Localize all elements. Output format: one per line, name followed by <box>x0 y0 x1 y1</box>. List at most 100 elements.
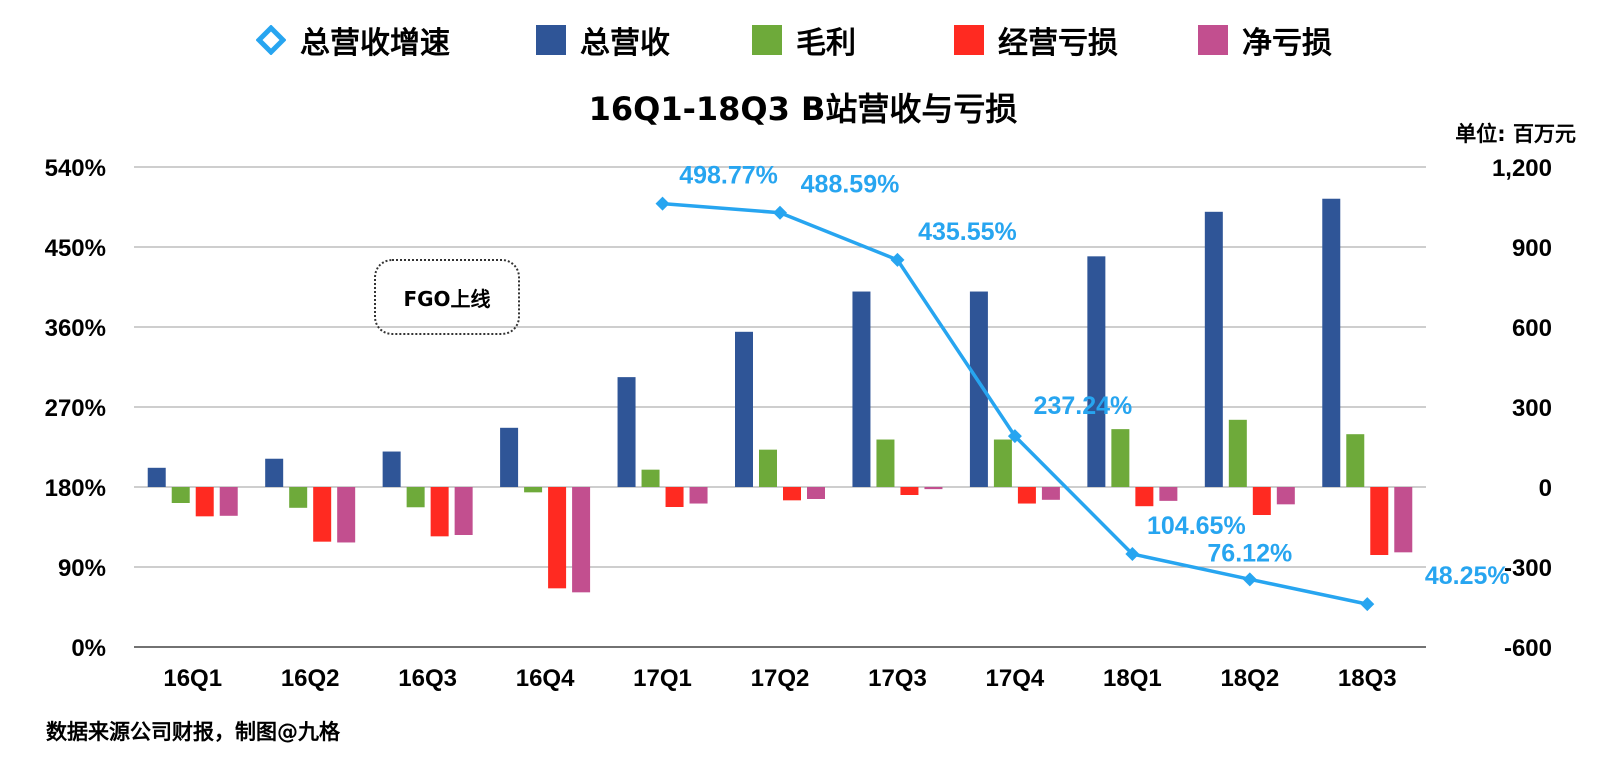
legend-swatch-net-loss <box>1198 25 1228 55</box>
bar-operating-loss <box>548 487 567 589</box>
y-left-tick-label: 540% <box>45 155 106 182</box>
legend-item-gross-profit: 毛利 <box>752 18 856 62</box>
bar-revenue <box>382 451 401 487</box>
growth-point <box>1242 572 1257 587</box>
legend-swatch-gross-profit <box>752 25 782 55</box>
growth-data-label: 237.24% <box>1034 392 1133 420</box>
legend-label-revenue: 总营收 <box>580 26 670 61</box>
bar-gross-profit <box>1111 429 1130 487</box>
bar-operating-loss <box>195 487 214 517</box>
legend-swatch-operating-loss <box>954 25 984 55</box>
bar-revenue <box>147 467 166 487</box>
y-right-tick-label: 900 <box>1512 235 1552 262</box>
bar-revenue <box>735 331 753 487</box>
x-tick-label: 17Q3 <box>868 665 927 692</box>
bar-gross-profit <box>876 439 895 487</box>
bar-operating-loss <box>1370 487 1389 555</box>
x-tick-label: 17Q1 <box>633 665 692 692</box>
bar-operating-loss <box>1135 487 1154 507</box>
fgo-annotation: FGO上线 <box>374 259 520 335</box>
bar-net-loss <box>1394 487 1413 553</box>
legend-item-growth: 总营收增速 <box>256 18 450 62</box>
growth-point <box>890 252 905 267</box>
bar-revenue <box>500 427 519 487</box>
bar-operating-loss <box>430 487 449 537</box>
bar-revenue <box>969 291 988 487</box>
bar-revenue <box>852 291 871 487</box>
y-right-tick-label: 0 <box>1539 475 1552 502</box>
bar-operating-loss <box>783 487 801 501</box>
x-tick-label: 18Q1 <box>1103 665 1162 692</box>
y-right-tick-label: -600 <box>1504 635 1552 662</box>
x-tick-label: 16Q4 <box>516 665 575 692</box>
growth-data-label: 104.65% <box>1147 512 1246 540</box>
bar-operating-loss <box>1017 487 1036 504</box>
bar-gross-profit <box>406 487 425 508</box>
y-right-tick-label: 600 <box>1512 315 1552 342</box>
unit-label: 单位: 百万元 <box>1455 122 1576 146</box>
x-tick-label: 18Q2 <box>1220 665 1279 692</box>
source-note: 数据来源公司财报，制图@九格 <box>46 720 340 744</box>
x-tick-label: 16Q2 <box>281 665 340 692</box>
legend-label-operating-loss: 经营亏损 <box>998 26 1118 61</box>
diamond-icon <box>256 25 286 55</box>
y-left-tick-label: 270% <box>45 395 106 422</box>
bar-gross-profit <box>993 439 1012 487</box>
growth-point <box>655 196 670 211</box>
y-right-tick-label: 300 <box>1512 395 1552 422</box>
growth-data-label: 488.59% <box>801 171 900 199</box>
bar-operating-loss <box>313 487 332 542</box>
bar-operating-loss <box>665 487 684 507</box>
x-tick-label: 16Q3 <box>398 665 457 692</box>
bar-revenue <box>1087 256 1106 487</box>
y-right-tick-label: -300 <box>1504 555 1552 582</box>
bar-net-loss <box>1276 487 1295 505</box>
growth-data-label: 498.77% <box>679 162 778 190</box>
bar-gross-profit <box>524 487 543 493</box>
legend-label-growth: 总营收增速 <box>300 26 450 61</box>
x-tick-label: 18Q3 <box>1338 665 1397 692</box>
y-left-tick-label: 180% <box>45 475 106 502</box>
bar-operating-loss <box>900 487 919 495</box>
legend: 总营收增速 总营收 毛利 经营亏损 净亏损 <box>0 18 1606 62</box>
legend-item-revenue: 总营收 <box>536 18 670 62</box>
growth-point <box>773 205 787 220</box>
growth-data-label: 435.55% <box>918 218 1017 246</box>
bar-net-loss <box>454 487 473 535</box>
bar-net-loss <box>689 487 708 504</box>
bar-net-loss <box>572 487 591 593</box>
bar-revenue <box>617 377 636 487</box>
legend-item-operating-loss: 经营亏损 <box>954 18 1118 62</box>
bar-net-loss <box>924 487 943 490</box>
legend-label-gross-profit: 毛利 <box>796 26 856 61</box>
growth-point <box>1125 546 1140 561</box>
bar-gross-profit <box>289 487 308 508</box>
legend-item-net-loss: 净亏损 <box>1198 18 1332 62</box>
legend-label-net-loss: 净亏损 <box>1242 26 1332 61</box>
bar-revenue <box>1322 198 1341 487</box>
bar-gross-profit <box>1346 434 1365 487</box>
y-left-tick-label: 0% <box>71 635 106 662</box>
bar-gross-profit <box>641 469 660 487</box>
growth-point <box>1007 429 1022 444</box>
chart-title: 16Q1-18Q3 B站营收与亏损 <box>588 90 1018 128</box>
growth-data-label: 76.12% <box>1207 539 1292 567</box>
growth-point <box>1360 597 1375 612</box>
x-tick-label: 16Q1 <box>163 665 222 692</box>
x-tick-label: 17Q2 <box>751 665 810 692</box>
x-tick-label: 17Q4 <box>986 665 1045 692</box>
bar-net-loss <box>219 487 238 516</box>
bar-revenue <box>1204 211 1223 488</box>
bar-net-loss <box>337 487 356 543</box>
y-right-tick-label: 1,200 <box>1492 155 1552 182</box>
y-left-tick-label: 450% <box>45 235 106 262</box>
bar-net-loss <box>1041 487 1060 500</box>
bar-net-loss <box>1159 487 1178 501</box>
bar-gross-profit <box>759 449 777 487</box>
y-left-tick-label: 360% <box>45 315 106 342</box>
growth-data-label: 48.25% <box>1425 562 1510 590</box>
bar-net-loss <box>807 487 825 499</box>
bar-operating-loss <box>1252 487 1271 515</box>
legend-swatch-revenue <box>536 25 566 55</box>
